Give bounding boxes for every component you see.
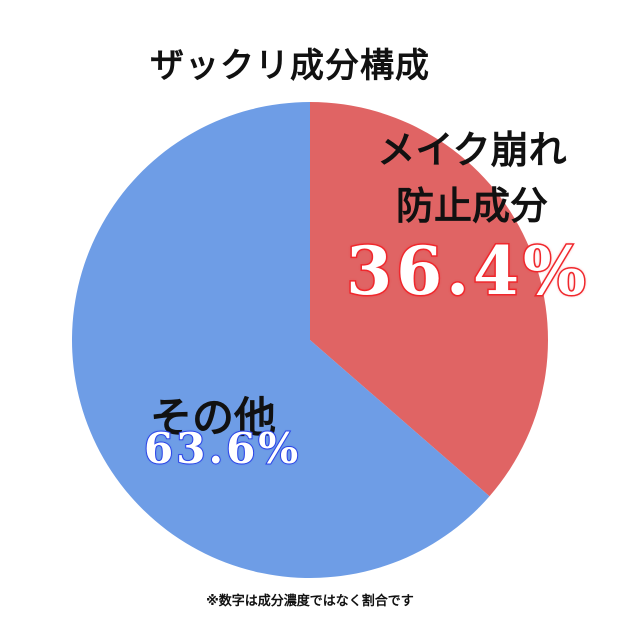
chart-title: ザックリ成分構成 [150, 46, 430, 86]
pie-slice-other [71, 102, 490, 578]
slice-label-makeup-fix: メイク崩れ 防止成分 [352, 122, 592, 234]
pie-slice-makeup-fix [310, 102, 548, 497]
slice-value-makeup-fix: 36.4% [345, 231, 590, 312]
slice-value-other: 63.6% [143, 423, 302, 474]
slice-label-makeup-fix-line1: メイク崩れ [377, 128, 567, 172]
slice-label-other: その他 [150, 393, 277, 442]
slice-label-makeup-fix-line2: 防止成分 [395, 184, 548, 228]
footnote: ※数字は成分濃度ではなく割合です [206, 594, 414, 609]
